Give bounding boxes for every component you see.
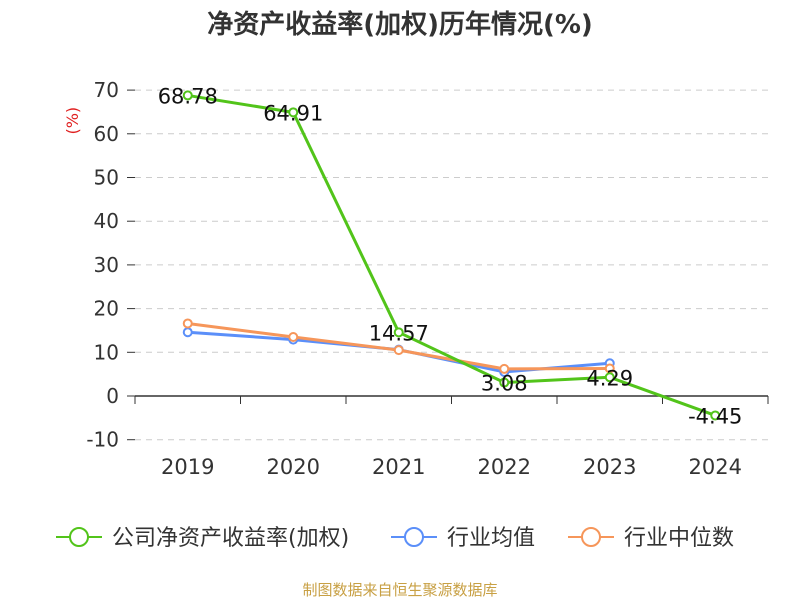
data-point-company: [604, 372, 615, 383]
y-tick-label: -10: [86, 428, 119, 452]
legend-label: 公司净资产收益率(加权): [112, 526, 349, 551]
data-point-company: [288, 107, 299, 118]
y-tick-label: 70: [94, 78, 119, 102]
data-point-industry_median: [499, 363, 510, 374]
data-label: 64.91: [263, 101, 323, 125]
legend: 公司净资产收益率(加权) 行业均值 行业中位数: [56, 526, 734, 551]
y-tick-label: 20: [94, 297, 119, 321]
y-tick-label: 60: [94, 122, 119, 146]
grid-layer: [135, 89, 768, 441]
legend-label: 行业均值: [447, 526, 535, 551]
legend-item-industry_avg: 行业均值: [391, 526, 535, 551]
source-note: 制图数据来自恒生聚源数据库: [302, 581, 498, 599]
y-tick-label: 40: [94, 209, 119, 233]
x-tick-label: 2021: [372, 455, 425, 479]
legend-swatch-marker: [581, 527, 601, 547]
data-point-company: [393, 327, 404, 338]
data-point-industry_avg: [182, 327, 193, 338]
data-point-industry_median: [288, 332, 299, 343]
data-point-industry_median: [182, 318, 193, 329]
series-layer: [182, 90, 721, 421]
series-line-company: [187, 93, 716, 417]
x-tick-label: 2020: [267, 455, 320, 479]
data-label: 3.08: [481, 372, 528, 396]
x-tick-label: 2023: [583, 455, 636, 479]
x-tick-label: 2022: [478, 455, 531, 479]
legend-swatch-marker: [69, 527, 89, 547]
x-tick-label: 2024: [689, 455, 742, 479]
x-tick-label: 2019: [161, 455, 214, 479]
chart-title: 净资产收益率(加权)历年情况(%): [207, 10, 593, 40]
data-label: 4.29: [586, 366, 633, 390]
y-tick-label: 30: [94, 253, 119, 277]
data-label: 14.57: [369, 321, 429, 345]
data-label: 68.78: [158, 84, 218, 108]
legend-item-company: 公司净资产收益率(加权): [56, 526, 349, 551]
y-tick-label: 50: [94, 166, 119, 190]
legend-item-industry_median: 行业中位数: [568, 526, 734, 551]
data-label-layer: 68.78 64.91 14.57 3.08 4.29 -4.45: [158, 84, 743, 428]
data-point-company: [499, 377, 510, 388]
legend-swatch-marker: [404, 527, 424, 547]
y-tick-label: 10: [94, 340, 119, 364]
legend-label: 行业中位数: [624, 526, 734, 551]
axis-layer: -10 0 10 20 30 40 50 60 70 (%) 2019 2020 2021 2022 202…: [63, 78, 769, 479]
y-tick-label: 0: [106, 384, 119, 408]
data-point-company: [710, 410, 721, 421]
data-label: -4.45: [688, 404, 742, 428]
data-point-company: [182, 90, 193, 101]
data-point-industry_median: [393, 345, 404, 356]
y-axis-unit-label: (%): [63, 107, 82, 135]
